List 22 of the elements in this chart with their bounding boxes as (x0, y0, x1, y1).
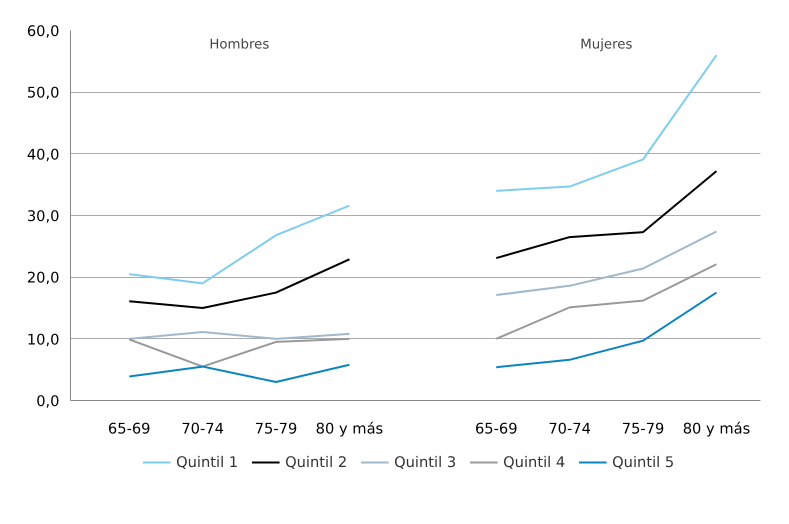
y-tick-label: 10,0 (26, 331, 60, 348)
y-tick-label: 40,0 (26, 146, 60, 164)
x-tick-label: 80 y más (316, 420, 384, 438)
y-tick-label: 60,0 (26, 23, 60, 40)
x-tick-label: 75-79 (254, 420, 298, 438)
legend-label: Quintil 3 (394, 454, 456, 471)
x-tick-label: 65-69 (474, 420, 518, 438)
x-tick-label: 65-69 (108, 420, 151, 438)
legend-label: Quintil 5 (612, 454, 674, 471)
y-tick-label: 0,0 (36, 393, 60, 410)
x-tick-label: 80 y más (682, 420, 750, 438)
legend-label: Quintil 1 (176, 454, 238, 471)
legend-label: Quintil 2 (285, 454, 348, 471)
annotation: Mujeres (580, 38, 632, 52)
y-tick-label: 50,0 (26, 84, 60, 102)
x-tick-label: 70-74 (548, 420, 591, 438)
x-tick-label: 70-74 (181, 420, 224, 438)
x-tick-label: 75-79 (622, 420, 664, 438)
y-tick-label: 30,0 (26, 208, 60, 225)
legend-label: Quintil 4 (503, 454, 566, 471)
y-tick-label: 20,0 (26, 270, 60, 287)
annotation: Hombres (209, 38, 270, 52)
